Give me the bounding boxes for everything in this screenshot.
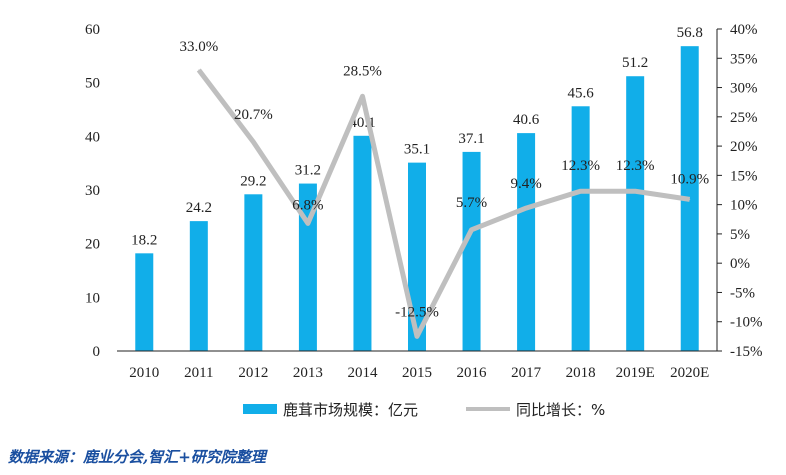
y-right-tick-label: 40% xyxy=(730,22,758,38)
bar-value-label: 37.1 xyxy=(458,131,484,147)
line-value-labels: 33.0% 20.7% 6.8% 28.5% -12.5% 5.7% 9.4% 12.3% 12… xyxy=(179,39,709,320)
bar xyxy=(244,194,263,351)
legend-label-line: 同比增长：% xyxy=(516,401,605,419)
x-tick-label: 2015 xyxy=(402,365,432,381)
bar xyxy=(298,183,317,351)
x-tick-label: 2013 xyxy=(293,365,323,381)
line-value-label: 10.9% xyxy=(670,171,709,187)
x-tick-label: 2010 xyxy=(129,365,159,381)
bar xyxy=(462,151,481,351)
line-value-label: 20.7% xyxy=(234,107,273,123)
bar xyxy=(408,162,426,351)
y-left-tick-label: 0 xyxy=(93,344,101,360)
bar-value-label: 51.2 xyxy=(622,55,648,71)
line-value-label: 12.3% xyxy=(616,158,655,174)
legend: 鹿茸市场规模：亿元 同比增长：% xyxy=(243,401,605,419)
bar xyxy=(135,253,154,351)
line-value-label: 9.4% xyxy=(510,176,541,192)
bar-value-label: 31.2 xyxy=(295,163,321,179)
bar-value-label: 18.2 xyxy=(131,232,157,248)
y-right-tick-label: -10% xyxy=(730,315,763,331)
x-tick-label: 2011 xyxy=(184,365,213,381)
bar-value-label: 29.2 xyxy=(240,173,266,189)
bar xyxy=(626,76,645,351)
line-point xyxy=(471,229,473,231)
line-value-label: 6.8% xyxy=(292,197,323,213)
y-right-tick-label: 15% xyxy=(730,168,758,184)
y-right-tick-label: 10% xyxy=(730,198,758,214)
line-point xyxy=(361,95,363,97)
line-point xyxy=(307,222,309,224)
line-point xyxy=(252,141,254,143)
line-point xyxy=(416,335,418,337)
line-point xyxy=(580,190,582,192)
bar xyxy=(571,106,590,351)
y-right-tick-label: 5% xyxy=(730,227,750,243)
bar-value-label: 35.1 xyxy=(404,142,430,158)
line-point xyxy=(689,198,691,200)
line-value-label: 5.7% xyxy=(456,195,487,211)
y-left-tick-label: 30 xyxy=(85,183,100,199)
x-tick-label: 2017 xyxy=(511,365,542,381)
bar xyxy=(189,221,208,351)
line-point xyxy=(525,207,527,209)
y-right-tick-label: -5% xyxy=(730,285,755,301)
y-right-tick-label: 35% xyxy=(730,51,758,67)
line-value-label: 28.5% xyxy=(343,63,382,79)
y-right-tick-label: 0% xyxy=(730,256,750,272)
line-series xyxy=(196,68,691,339)
source-note: 数据来源：鹿业分会,智汇+研究院整理 xyxy=(8,448,266,466)
line-value-label: -12.5% xyxy=(395,304,439,320)
bar xyxy=(353,135,372,351)
line-value-label: 12.3% xyxy=(561,158,600,174)
x-tick-label: 2016 xyxy=(457,365,488,381)
legend-label-bar: 鹿茸市场规模：亿元 xyxy=(283,401,418,419)
y-left-tick-label: 20 xyxy=(85,237,100,253)
bar-value-label: 56.8 xyxy=(677,25,703,41)
y-left-tick-label: 60 xyxy=(85,22,100,38)
y-axis-right: -15% -10% -5% 0% 5% 10% 15% 20% 25% 30% 35% 40% xyxy=(716,22,763,360)
y-right-tick-label: -15% xyxy=(730,344,763,360)
y-left-tick-label: 50 xyxy=(85,76,100,92)
bar-series xyxy=(135,46,699,351)
x-tick-label: 2012 xyxy=(238,365,268,381)
bar-value-label: 24.2 xyxy=(186,200,212,216)
x-tick-label: 2018 xyxy=(566,365,596,381)
bar-value-label: 45.6 xyxy=(568,85,595,101)
x-tick-label: 2014 xyxy=(347,365,378,381)
bar xyxy=(517,133,536,351)
line-point xyxy=(634,190,636,192)
legend-swatch-bar xyxy=(243,404,277,414)
y-axis-left: 0 10 20 30 40 50 60 xyxy=(85,22,100,360)
y-right-tick-label: 30% xyxy=(730,81,758,97)
y-left-tick-label: 10 xyxy=(85,290,100,306)
y-right-tick-label: 25% xyxy=(730,110,758,126)
x-tick-label: 2019E xyxy=(616,365,655,381)
bar-value-label: 40.6 xyxy=(513,112,540,128)
y-right-tick-label: 20% xyxy=(730,139,758,155)
line-value-label: 33.0% xyxy=(179,39,218,55)
y-left-tick-label: 40 xyxy=(85,129,100,145)
x-tick-label: 2020E xyxy=(670,365,709,381)
line-point xyxy=(198,69,200,71)
growth-line xyxy=(196,68,691,339)
x-axis: 2010 2011 2012 2013 2014 2015 2016 2017 2018 2019… xyxy=(117,350,717,381)
